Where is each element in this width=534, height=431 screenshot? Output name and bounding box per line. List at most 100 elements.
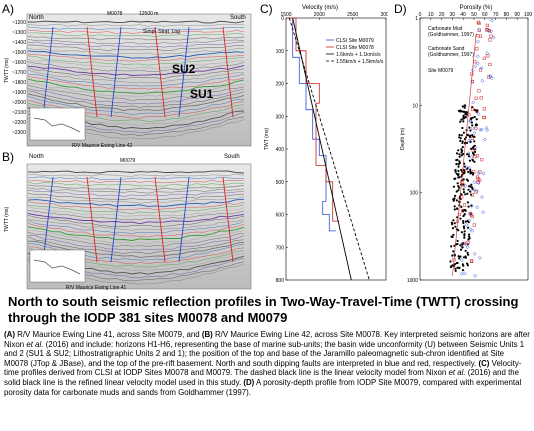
site-label-b: M0079 [120,158,136,164]
porosity-point-sand [464,165,469,170]
figure-caption: (A) R/V Maurice Ewing Line 41, across Si… [4,330,530,397]
porosity-point-m0079 [461,141,464,144]
porosity-point-mud [475,154,479,158]
porosity-point-m0079 [454,194,457,197]
porosity-point-sand [489,29,493,34]
porosity-point-m0079 [460,231,464,234]
porosity-xtick-label: 40 [460,12,466,18]
porosity-point-sand [476,171,481,176]
porosity-point-m0079 [469,172,472,175]
porosity-point-m0079 [460,205,463,208]
porosity-point-mud [475,47,479,51]
porosity-point-mud [488,62,492,67]
seismic-horizon [27,69,244,83]
seismic-horizon [27,41,245,48]
porosity-point-mud [482,56,486,60]
seismic-horizon [27,218,245,231]
porosity-xtick-label: 50 [471,12,477,18]
porosity-point-m0079 [465,113,468,116]
porosity-point-m0079 [452,233,455,236]
porosity-point-m0079 [463,234,466,237]
fault-blue [110,26,122,118]
porosity-point-m0079 [467,226,470,229]
seismic-horizon [27,96,245,115]
yaxis-tick-a: ~1700 [12,70,26,76]
porosity-point-m0079 [453,197,456,200]
porosity-point-mud [474,126,478,130]
seismic-horizon [27,235,245,251]
velocity-ytick-label: 300 [276,114,285,120]
porosity-point-sand [476,181,481,185]
porosity-point-m0079 [455,199,458,202]
seismic-horizon [27,213,245,225]
porosity-point-sand [485,128,490,133]
seismic-horizon [27,47,245,55]
porosity-point-m0079 [471,106,474,109]
porosity-point-m0079 [461,105,464,108]
caption-etal-2: et al. [448,368,466,378]
north-label-a: North [29,15,44,21]
porosity-point-m0079 [464,193,467,196]
porosity-point-sand [459,242,464,247]
porosity-xtick-label: 20 [439,12,445,18]
porosity-point-m0079 [471,158,474,161]
velocity-series-line [288,17,370,281]
porosity-point-mud [472,223,476,227]
porosity-point-mud [478,68,483,72]
velocity-series-line [286,17,340,222]
porosity-point-m0079 [453,222,456,225]
porosity-point-sand [481,171,486,176]
porosity-point-m0079 [473,115,476,119]
location-map-a [29,107,86,141]
porosity-point-sand [473,273,477,278]
strat-log-label: Simpl. Strat. Log [143,29,180,35]
location-map-b [29,249,86,283]
porosity-point-mud [472,170,476,174]
porosity-point-sand [479,65,484,70]
yaxis-tick-a: ~1300 [12,30,26,36]
porosity-point-m0079 [460,154,463,157]
porosity-point-sand [463,184,468,188]
caption-etal-1: et al. [26,339,44,349]
porosity-point-m0079 [473,140,476,143]
seismic-horizon [27,220,245,234]
porosity-point-m0079 [455,162,458,166]
porosity-point-sand [473,64,478,69]
velocity-title: Velocity (m/s) [302,5,338,11]
north-label-b: North [29,154,44,160]
porosity-point-sand [468,118,473,123]
seismic-horizon [27,193,245,200]
porosity-point-m0079 [466,251,469,254]
porosity-point-m0079 [464,256,467,259]
seismic-horizon [27,82,245,97]
porosity-point-m0079 [458,257,461,260]
porosity-point-m0079 [453,205,456,208]
velocity-ytick-label: 700 [276,245,285,251]
seismic-horizon [27,78,245,94]
porosity-point-mud [470,136,474,141]
seismic-horizon [27,67,245,80]
porosity-point-m0079 [454,169,457,172]
porosity-point-m0079 [454,225,457,228]
porosity-point-m0079 [459,217,462,220]
seismic-horizon [27,179,245,184]
yaxis-tick-a: ~2200 [12,120,26,126]
porosity-point-m0079 [454,269,457,272]
caption-ref-a: (A) [4,330,15,339]
porosity-point-mud [485,23,489,27]
porosity-point-m0079 [455,152,459,155]
seismic-horizon [27,182,245,187]
porosity-point-sand [469,154,474,159]
caption-ref-c: (C) [478,358,490,368]
seismic-horizon [27,187,245,194]
porosity-point-m0079 [457,266,460,269]
porosity-point-m0079 [457,169,460,173]
south-label-a: South [230,15,246,21]
velocity-ytick-label: 400 [276,147,285,153]
figure-title: North to south seismic reflection profil… [8,294,519,325]
porosity-point-m0079 [461,269,465,272]
porosity-point-m0079 [466,201,470,204]
velocity-series-line [286,17,336,232]
seismic-horizon [27,54,245,62]
porosity-point-m0079 [458,160,461,163]
